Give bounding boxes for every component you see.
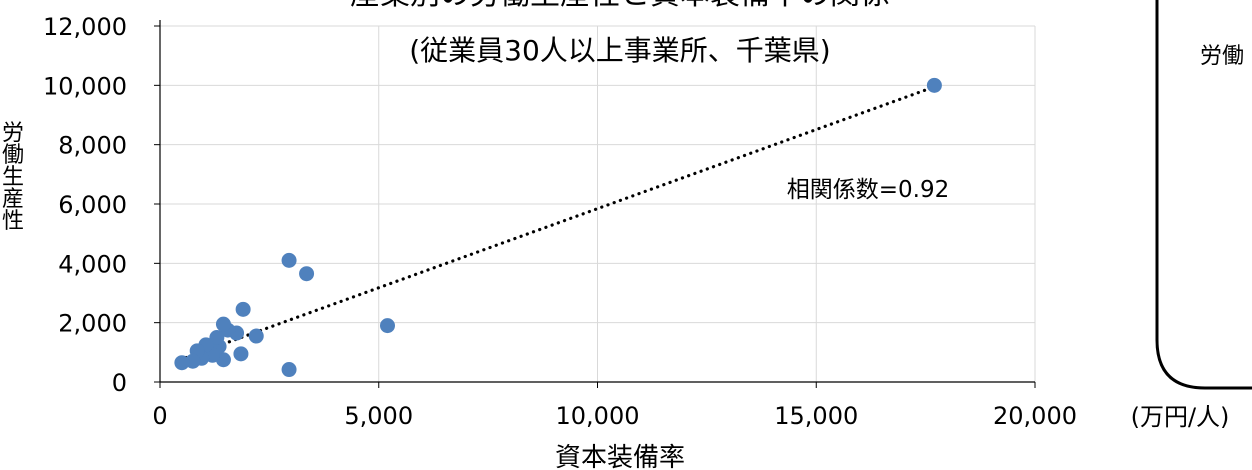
data-points bbox=[174, 77, 942, 378]
y-tick-label: 6,000 bbox=[58, 191, 127, 219]
y-axis-title-char: 性 bbox=[2, 209, 24, 234]
data-point bbox=[185, 353, 201, 369]
x-tick-labels: 0 5,000 10,000 15,000 20,000 bbox=[152, 402, 1077, 430]
data-point bbox=[281, 252, 297, 268]
chart-subtitle: (従業員30人以上事業所、千葉県) bbox=[409, 34, 830, 67]
x-tick-label: 10,000 bbox=[556, 402, 640, 430]
y-tick-label: 0 bbox=[112, 369, 127, 397]
correlation-annotation: 相関係数=0.92 bbox=[787, 177, 949, 203]
y-axis-title-char: 労 bbox=[2, 121, 24, 146]
x-tick-label: 0 bbox=[152, 402, 167, 430]
y-tick-label: 12,000 bbox=[43, 13, 127, 41]
data-point bbox=[926, 77, 942, 93]
gridlines bbox=[160, 25, 1036, 382]
data-point bbox=[209, 330, 225, 345]
side-panel-frame bbox=[1155, 0, 1252, 390]
data-point bbox=[299, 266, 315, 282]
x-tick-label: 20,000 bbox=[993, 402, 1077, 430]
x-tick-label: 15,000 bbox=[774, 402, 858, 430]
x-axis-unit: (万円/人) bbox=[1131, 403, 1230, 431]
y-axis-title-char: 働 bbox=[2, 143, 24, 168]
data-point bbox=[248, 328, 264, 344]
data-point bbox=[233, 346, 249, 362]
y-tick-label: 10,000 bbox=[43, 72, 127, 100]
y-axis-title: 労働生産性 bbox=[2, 121, 24, 234]
y-tick-label: 4,000 bbox=[58, 250, 127, 278]
x-axis-title: 資本装備率 bbox=[555, 443, 685, 470]
chart-title-partial: 産業別の労働生産性と資本装備率の関係 bbox=[350, 0, 890, 12]
trendline-path bbox=[178, 85, 936, 362]
y-tick-label: 2,000 bbox=[58, 310, 127, 338]
data-point bbox=[235, 301, 251, 317]
y-tick-label: 8,000 bbox=[58, 132, 127, 160]
axes bbox=[154, 20, 1036, 388]
y-axis-title-char: 生 bbox=[2, 165, 24, 190]
data-point bbox=[174, 355, 190, 371]
side-panel-label: 労働 bbox=[1200, 44, 1244, 69]
data-point bbox=[281, 362, 297, 378]
y-tick-labels: 0 2,000 4,000 6,000 8,000 10,000 12,000 bbox=[43, 13, 127, 397]
data-point bbox=[380, 318, 395, 334]
trendline bbox=[178, 85, 936, 362]
data-point bbox=[215, 316, 231, 332]
x-tick-label: 5,000 bbox=[344, 402, 413, 430]
y-axis-title-char: 産 bbox=[2, 187, 24, 212]
